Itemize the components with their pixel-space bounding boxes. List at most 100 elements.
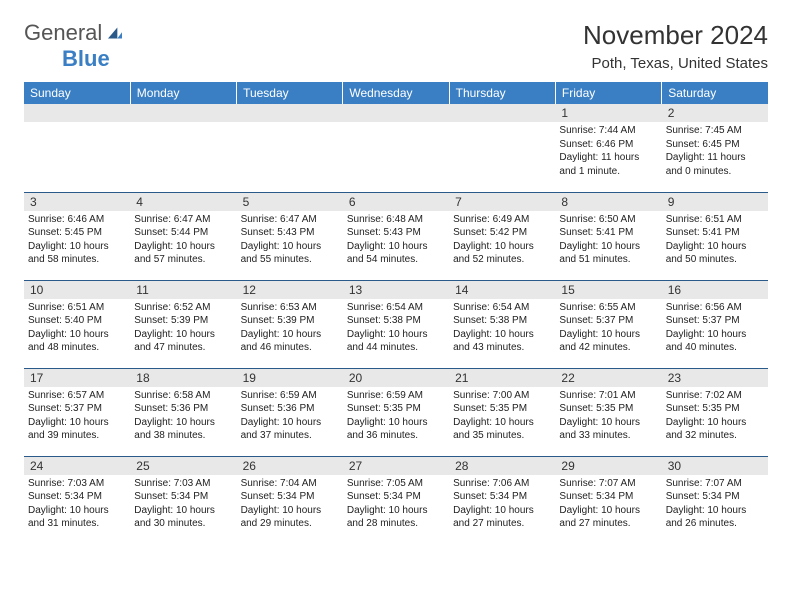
sunset-text: Sunset: 5:36 PM xyxy=(134,402,232,416)
day-number: 1 xyxy=(555,104,661,122)
day-details: Sunrise: 6:59 AMSunset: 5:36 PMDaylight:… xyxy=(237,387,343,445)
daylight-text: Daylight: 10 hours and 38 minutes. xyxy=(134,416,232,443)
sunrise-text: Sunrise: 6:57 AM xyxy=(28,389,126,403)
day-number: 17 xyxy=(24,369,130,387)
day-details: Sunrise: 7:06 AMSunset: 5:34 PMDaylight:… xyxy=(449,475,555,533)
day-number: 8 xyxy=(555,193,661,211)
sunset-text: Sunset: 5:35 PM xyxy=(559,402,657,416)
daylight-text: Daylight: 10 hours and 37 minutes. xyxy=(241,416,339,443)
sunrise-text: Sunrise: 7:00 AM xyxy=(453,389,551,403)
weekday-header: Sunday xyxy=(24,82,130,104)
day-number: 14 xyxy=(449,281,555,299)
sunrise-text: Sunrise: 7:05 AM xyxy=(347,477,445,491)
day-number: 15 xyxy=(555,281,661,299)
day-number: 10 xyxy=(24,281,130,299)
sunrise-text: Sunrise: 6:59 AM xyxy=(347,389,445,403)
day-cell: 19Sunrise: 6:59 AMSunset: 5:36 PMDayligh… xyxy=(237,368,343,456)
day-details: Sunrise: 7:05 AMSunset: 5:34 PMDaylight:… xyxy=(343,475,449,533)
sunset-text: Sunset: 5:34 PM xyxy=(453,490,551,504)
empty-day xyxy=(130,104,236,122)
day-cell: 8 Sunrise: 6:50 AMSunset: 5:41 PMDaylight… xyxy=(555,192,661,280)
sunset-text: Sunset: 5:34 PM xyxy=(666,490,764,504)
sunset-text: Sunset: 5:35 PM xyxy=(453,402,551,416)
day-cell xyxy=(237,104,343,192)
empty-day xyxy=(237,104,343,122)
day-details: Sunrise: 6:46 AMSunset: 5:45 PMDaylight:… xyxy=(24,211,130,269)
location: Poth, Texas, United States xyxy=(583,55,768,72)
sunrise-text: Sunrise: 6:47 AM xyxy=(134,213,232,227)
day-cell: 16Sunrise: 6:56 AMSunset: 5:37 PMDayligh… xyxy=(662,280,768,368)
weekday-header: Friday xyxy=(555,82,661,104)
sunrise-text: Sunrise: 6:53 AM xyxy=(241,301,339,315)
daylight-text: Daylight: 10 hours and 51 minutes. xyxy=(559,240,657,267)
day-details: Sunrise: 6:47 AMSunset: 5:43 PMDaylight:… xyxy=(237,211,343,269)
daylight-text: Daylight: 10 hours and 36 minutes. xyxy=(347,416,445,443)
sunset-text: Sunset: 5:42 PM xyxy=(453,226,551,240)
day-details: Sunrise: 6:51 AMSunset: 5:41 PMDaylight:… xyxy=(662,211,768,269)
sunset-text: Sunset: 5:36 PM xyxy=(241,402,339,416)
sunrise-text: Sunrise: 7:06 AM xyxy=(453,477,551,491)
daylight-text: Daylight: 10 hours and 28 minutes. xyxy=(347,504,445,531)
day-details: Sunrise: 7:01 AMSunset: 5:35 PMDaylight:… xyxy=(555,387,661,445)
month-title: November 2024 xyxy=(583,20,768,51)
sunset-text: Sunset: 5:34 PM xyxy=(241,490,339,504)
day-number: 28 xyxy=(449,457,555,475)
day-details: Sunrise: 6:52 AMSunset: 5:39 PMDaylight:… xyxy=(130,299,236,357)
weekday-header: Thursday xyxy=(449,82,555,104)
daylight-text: Daylight: 10 hours and 30 minutes. xyxy=(134,504,232,531)
day-cell: 18Sunrise: 6:58 AMSunset: 5:36 PMDayligh… xyxy=(130,368,236,456)
day-cell: 9Sunrise: 6:51 AMSunset: 5:41 PMDaylight… xyxy=(662,192,768,280)
calendar-table: Sunday Monday Tuesday Wednesday Thursday… xyxy=(24,82,768,544)
logo: GeneralBlue xyxy=(24,20,125,72)
day-cell: 29Sunrise: 7:07 AMSunset: 5:34 PMDayligh… xyxy=(555,456,661,544)
sunset-text: Sunset: 5:34 PM xyxy=(347,490,445,504)
day-cell: 10Sunrise: 6:51 AMSunset: 5:40 PMDayligh… xyxy=(24,280,130,368)
sunset-text: Sunset: 5:34 PM xyxy=(559,490,657,504)
daylight-text: Daylight: 10 hours and 43 minutes. xyxy=(453,328,551,355)
sunrise-text: Sunrise: 6:50 AM xyxy=(559,213,657,227)
daylight-text: Daylight: 10 hours and 27 minutes. xyxy=(559,504,657,531)
sunset-text: Sunset: 6:45 PM xyxy=(666,138,764,152)
day-number: 4 xyxy=(130,193,236,211)
daylight-text: Daylight: 10 hours and 55 minutes. xyxy=(241,240,339,267)
daylight-text: Daylight: 10 hours and 44 minutes. xyxy=(347,328,445,355)
daylight-text: Daylight: 10 hours and 52 minutes. xyxy=(453,240,551,267)
day-cell: 28Sunrise: 7:06 AMSunset: 5:34 PMDayligh… xyxy=(449,456,555,544)
sunrise-text: Sunrise: 6:58 AM xyxy=(134,389,232,403)
day-details: Sunrise: 7:03 AMSunset: 5:34 PMDaylight:… xyxy=(130,475,236,533)
day-number: 29 xyxy=(555,457,661,475)
day-details: Sunrise: 7:45 AMSunset: 6:45 PMDaylight:… xyxy=(662,122,768,180)
sunset-text: Sunset: 5:43 PM xyxy=(347,226,445,240)
day-cell: 13Sunrise: 6:54 AMSunset: 5:38 PMDayligh… xyxy=(343,280,449,368)
sunset-text: Sunset: 5:40 PM xyxy=(28,314,126,328)
sunset-text: Sunset: 5:34 PM xyxy=(134,490,232,504)
day-cell: 15Sunrise: 6:55 AMSunset: 5:37 PMDayligh… xyxy=(555,280,661,368)
daylight-text: Daylight: 10 hours and 42 minutes. xyxy=(559,328,657,355)
day-cell: 5Sunrise: 6:47 AMSunset: 5:43 PMDaylight… xyxy=(237,192,343,280)
daylight-text: Daylight: 10 hours and 33 minutes. xyxy=(559,416,657,443)
day-number: 22 xyxy=(555,369,661,387)
day-number: 24 xyxy=(24,457,130,475)
sunset-text: Sunset: 5:41 PM xyxy=(559,226,657,240)
sunset-text: Sunset: 5:41 PM xyxy=(666,226,764,240)
weekday-header: Wednesday xyxy=(343,82,449,104)
weekday-header: Tuesday xyxy=(237,82,343,104)
sunrise-text: Sunrise: 6:48 AM xyxy=(347,213,445,227)
day-number: 6 xyxy=(343,193,449,211)
day-details: Sunrise: 7:03 AMSunset: 5:34 PMDaylight:… xyxy=(24,475,130,533)
daylight-text: Daylight: 10 hours and 27 minutes. xyxy=(453,504,551,531)
sunrise-text: Sunrise: 7:04 AM xyxy=(241,477,339,491)
day-number: 12 xyxy=(237,281,343,299)
week-row: 1Sunrise: 7:44 AMSunset: 6:46 PMDaylight… xyxy=(24,104,768,192)
sunrise-text: Sunrise: 6:47 AM xyxy=(241,213,339,227)
sunrise-text: Sunrise: 6:46 AM xyxy=(28,213,126,227)
day-details: Sunrise: 6:47 AMSunset: 5:44 PMDaylight:… xyxy=(130,211,236,269)
day-details: Sunrise: 6:53 AMSunset: 5:39 PMDaylight:… xyxy=(237,299,343,357)
day-cell: 22Sunrise: 7:01 AMSunset: 5:35 PMDayligh… xyxy=(555,368,661,456)
sunrise-text: Sunrise: 6:54 AM xyxy=(347,301,445,315)
sunset-text: Sunset: 5:38 PM xyxy=(347,314,445,328)
daylight-text: Daylight: 10 hours and 35 minutes. xyxy=(453,416,551,443)
day-number: 3 xyxy=(24,193,130,211)
sunset-text: Sunset: 5:43 PM xyxy=(241,226,339,240)
day-cell xyxy=(24,104,130,192)
